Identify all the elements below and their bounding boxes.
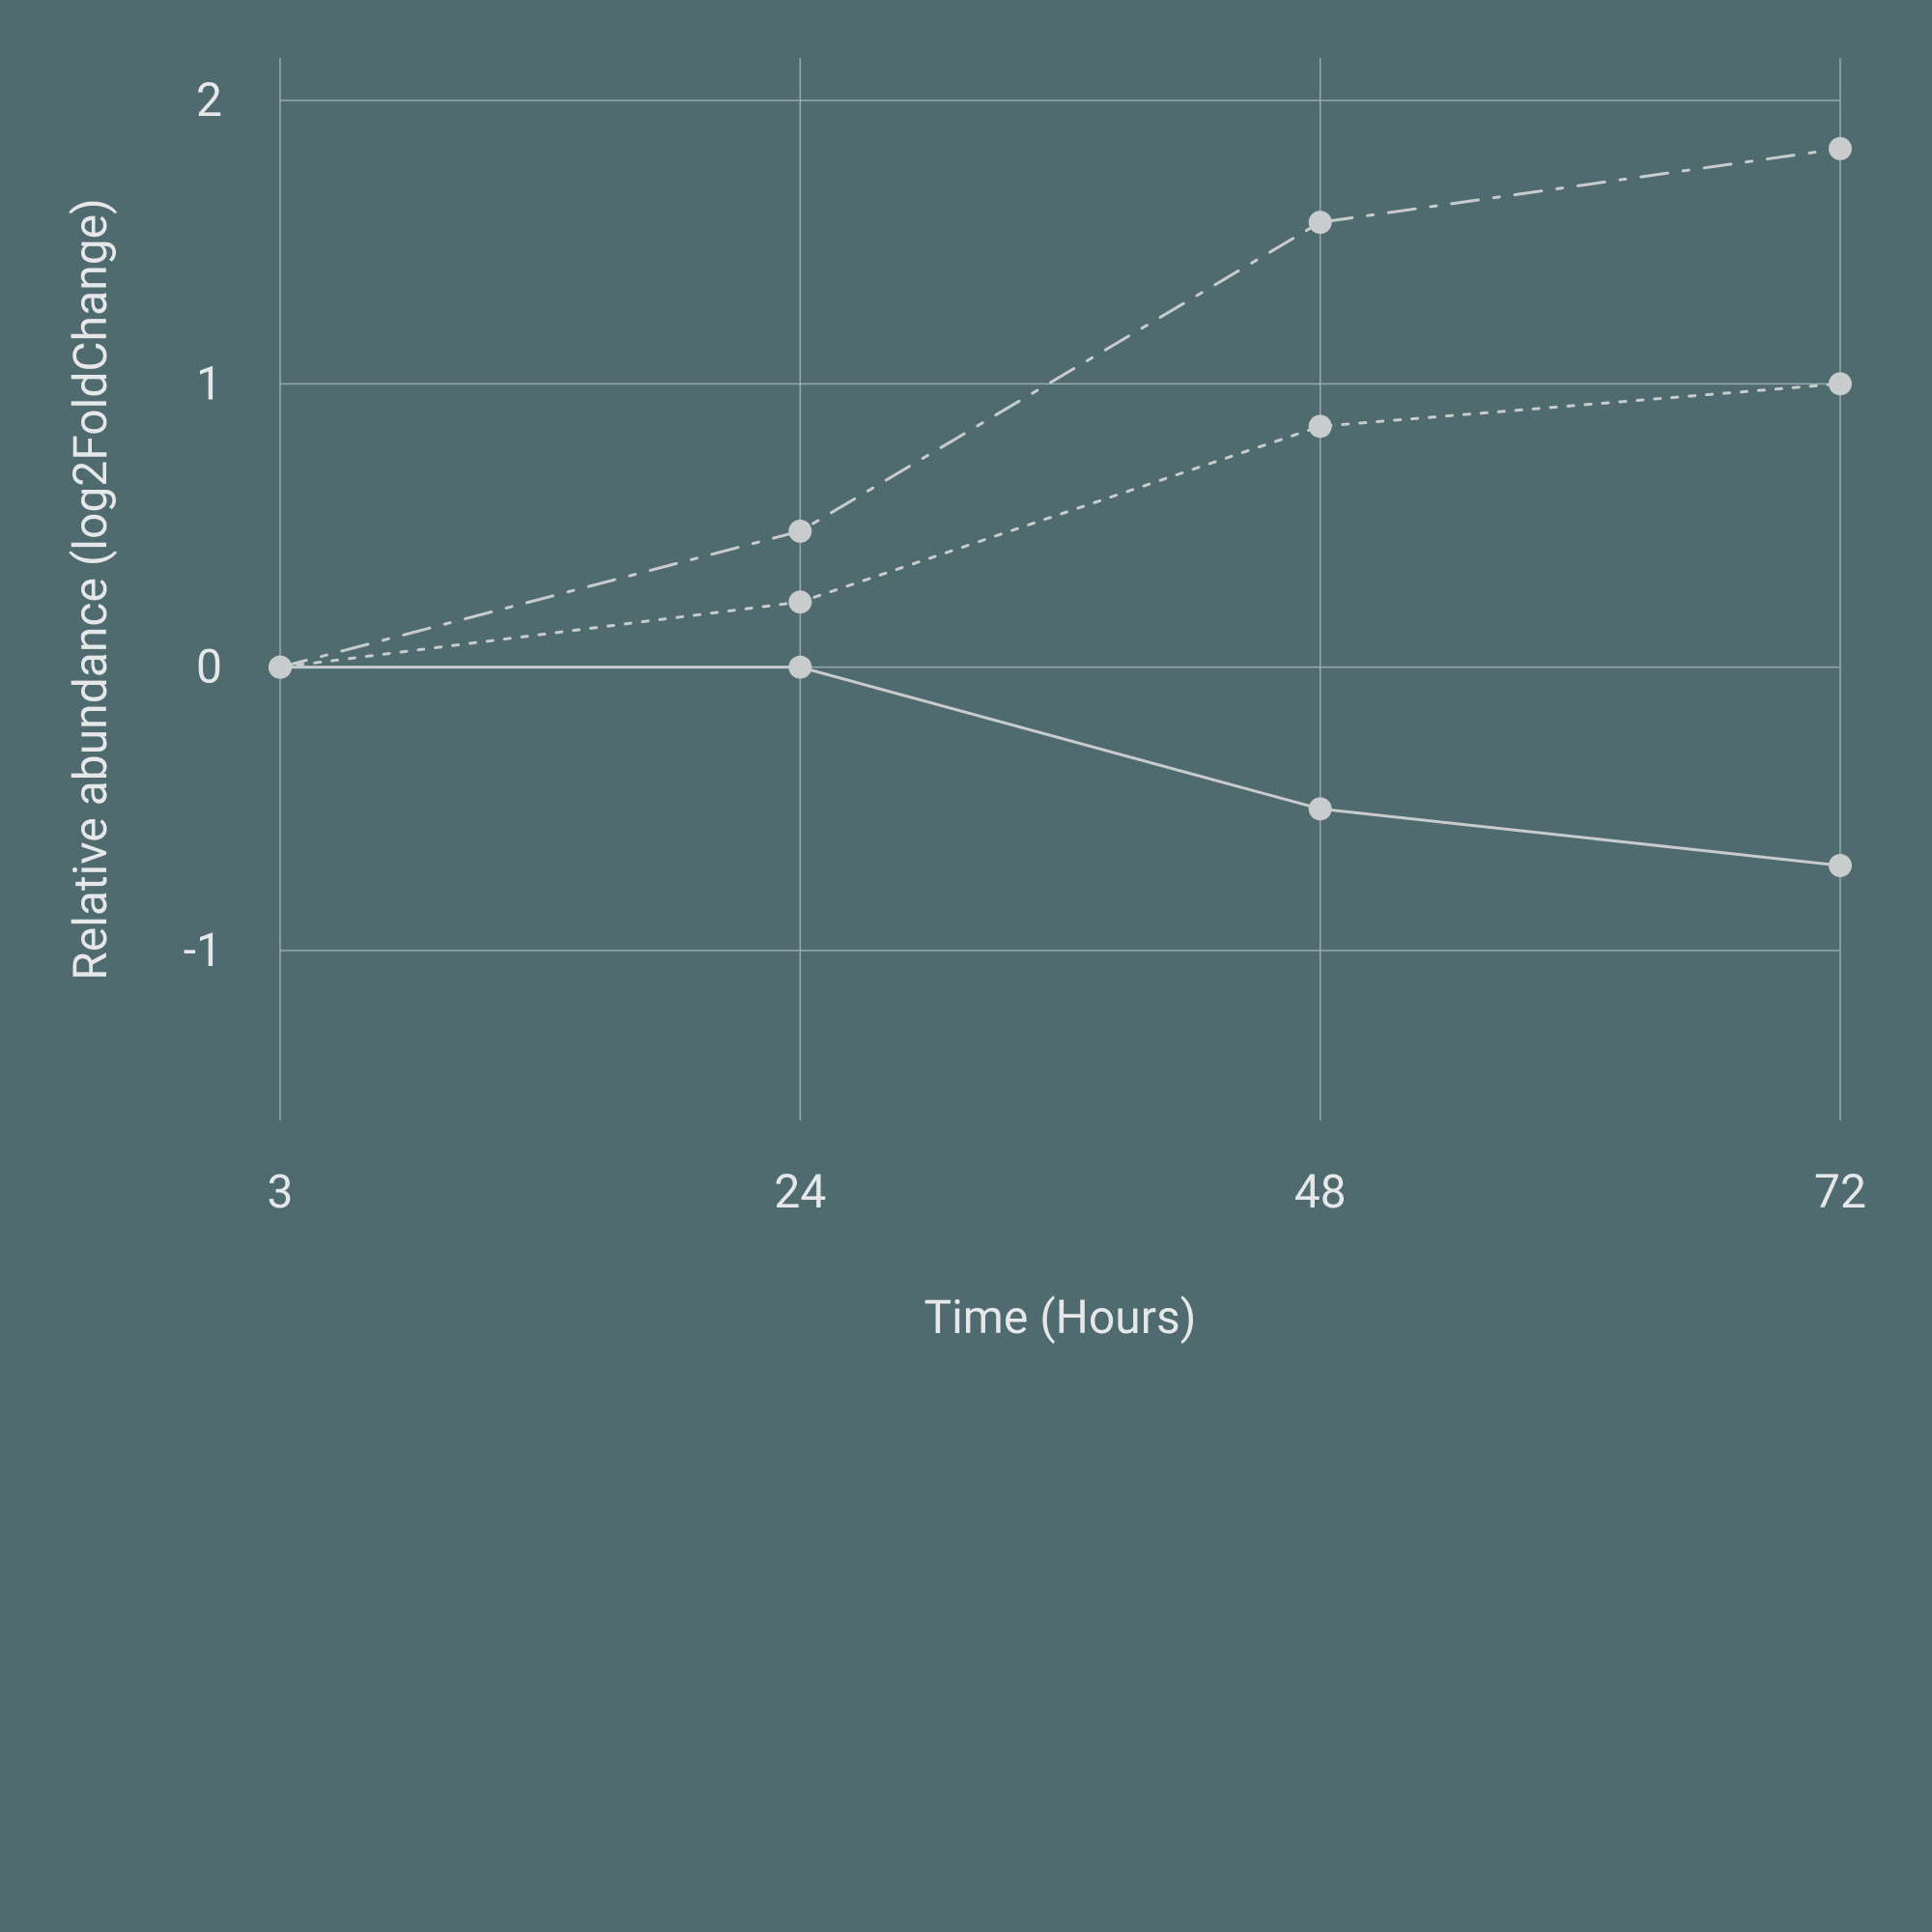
y-tick-label: 0: [196, 639, 222, 695]
x-tick-label: 3: [268, 1164, 294, 1219]
data-marker: [788, 520, 811, 543]
x-tick-label: 72: [1814, 1164, 1866, 1219]
data-marker: [269, 656, 292, 679]
y-axis-title: Relative abundance (log2FoldChange): [63, 198, 118, 980]
x-axis-title: Time (Hours): [923, 1290, 1196, 1345]
data-marker: [1829, 137, 1852, 160]
data-marker: [1829, 372, 1852, 395]
data-marker: [1829, 854, 1852, 877]
y-tick-label: -1: [184, 923, 222, 978]
data-marker: [1309, 414, 1332, 438]
chart-background: [0, 0, 1932, 1932]
y-tick-label: 1: [196, 355, 222, 411]
y-tick-label: 2: [196, 72, 222, 128]
data-marker: [1309, 211, 1332, 234]
chart-svg: 3 24 48 72 -1 0 1 2 Time (Hours) Relative abundan…: [0, 0, 1932, 1932]
line-chart: 3 24 48 72 -1 0 1 2 Time (Hours) Relative abundan…: [0, 0, 1932, 1932]
data-marker: [788, 656, 811, 679]
x-tick-label: 24: [774, 1164, 826, 1219]
x-tick-label: 48: [1294, 1164, 1347, 1219]
data-marker: [1309, 797, 1332, 820]
data-marker: [788, 590, 811, 613]
